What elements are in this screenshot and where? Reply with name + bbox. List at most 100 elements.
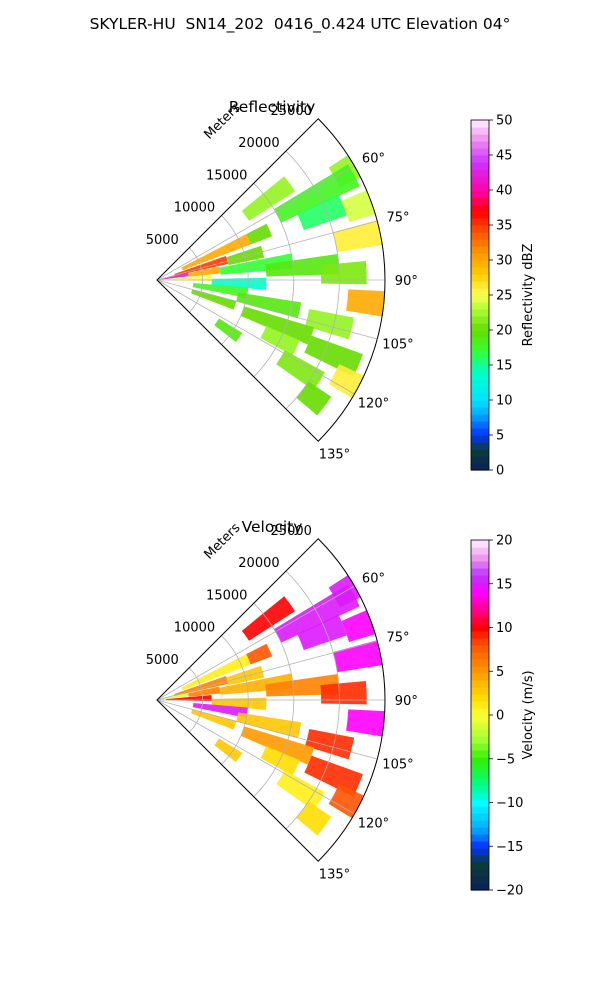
- colorbar-segment: [471, 372, 489, 380]
- colorbar-segment: [471, 197, 489, 205]
- colorbar-segment: [471, 813, 489, 821]
- range-tick-label: 10000: [174, 201, 215, 216]
- colorbar-segment: [471, 652, 489, 660]
- colorbar-segment: [471, 267, 489, 275]
- echo-cell: [346, 289, 385, 317]
- echo-cell: [320, 680, 367, 705]
- range-tick-label: 5000: [146, 653, 179, 668]
- colorbar-segment: [471, 351, 489, 359]
- echo-cell: [214, 318, 243, 343]
- colorbar-segment: [471, 792, 489, 800]
- azimuth-tick-label: 105°: [382, 337, 413, 352]
- colorbar-segment: [471, 176, 489, 184]
- colorbar-segment: [471, 575, 489, 583]
- range-tick-label: 10000: [174, 621, 215, 636]
- echo-cell: [188, 686, 221, 697]
- colorbar-segment: [471, 414, 489, 422]
- panel-title: Velocity: [242, 518, 303, 536]
- velocity-panel: 60° 75° 90° 105° 120° 135° 5000 10000 15000 20000…: [146, 518, 536, 899]
- colorbar-segment: [471, 799, 489, 807]
- colorbar-segment: [471, 638, 489, 646]
- colorbar-segment: [471, 463, 489, 471]
- colorbar-segment: [471, 568, 489, 576]
- colorbar-segment: [471, 708, 489, 716]
- colorbar-segment: [471, 743, 489, 751]
- echo-cell: [276, 770, 325, 811]
- colorbar-label: Velocity (m/s): [521, 670, 536, 759]
- colorbar-segment: [471, 365, 489, 373]
- echo-cell: [192, 283, 248, 298]
- azimuth-tick-label: 120°: [358, 397, 389, 412]
- azimuth-tick-label: 60°: [362, 571, 385, 586]
- colorbar-tick-label: 0: [496, 709, 504, 724]
- echo-cell: [241, 176, 295, 221]
- colorbar-segment: [471, 323, 489, 331]
- colorbar-segment: [471, 253, 489, 261]
- echo-cell: [333, 640, 383, 673]
- colorbar-segment: [471, 729, 489, 737]
- colorbar-tick-label: −20: [496, 884, 523, 899]
- range-tick-label: 25000: [271, 104, 312, 119]
- colorbar-segment: [471, 428, 489, 436]
- colorbar-segment: [471, 316, 489, 324]
- azimuth-tick-label: 60°: [362, 151, 385, 166]
- colorbar-segment: [471, 827, 489, 835]
- colorbar-tick-label: 15: [496, 359, 513, 374]
- echo-cell: [333, 220, 383, 253]
- colorbar-segment: [471, 190, 489, 198]
- colorbar-segment: [471, 295, 489, 303]
- colorbar-segment: [471, 722, 489, 730]
- echo-layer: [161, 155, 385, 416]
- colorbar-segment: [471, 771, 489, 779]
- echo-cell: [174, 676, 229, 696]
- echo-cell: [240, 726, 315, 765]
- echo-cell: [274, 164, 360, 223]
- colorbar-segment: [471, 120, 489, 128]
- colorbar-segment: [471, 309, 489, 317]
- colorbar-segment: [471, 855, 489, 863]
- colorbar-segment: [471, 862, 489, 870]
- range-tick-label: 15000: [206, 168, 247, 183]
- echo-cell: [236, 292, 302, 319]
- colorbar-segment: [471, 239, 489, 247]
- colorbar-segment: [471, 554, 489, 562]
- colorbar-segment: [471, 400, 489, 408]
- colorbar-segment: [471, 379, 489, 387]
- echo-cell: [304, 335, 363, 377]
- colorbar-segment: [471, 603, 489, 611]
- colorbar-segment: [471, 141, 489, 149]
- colorbar-segment: [471, 680, 489, 688]
- colorbar-segment: [471, 806, 489, 814]
- colorbar-segment: [471, 596, 489, 604]
- colorbar-segment: [471, 757, 489, 765]
- echo-cell: [161, 272, 189, 280]
- azimuth-gridline: [156, 699, 355, 815]
- echo-cell: [211, 697, 267, 710]
- colorbar-segment: [471, 841, 489, 849]
- colorbar-tick-label: 35: [496, 219, 513, 234]
- colorbar-segment: [471, 631, 489, 639]
- echo-cell: [265, 253, 340, 277]
- colorbar-segment: [471, 183, 489, 191]
- colorbar-segment: [471, 155, 489, 163]
- echo-cell: [236, 712, 302, 739]
- sector-outline: [156, 118, 386, 442]
- azimuth-gridline: [156, 279, 355, 395]
- colorbar-segment: [471, 246, 489, 254]
- range-tick-label: 20000: [238, 136, 279, 151]
- colorbar-segment: [471, 750, 489, 758]
- echo-cell: [297, 614, 347, 651]
- colorbar: 0 5 10 15 20 25 30 35 40 45 50 Reflectivity dBZ: [470, 114, 536, 479]
- colorbar-tick-label: 10: [496, 394, 513, 409]
- echo-cell: [188, 266, 221, 277]
- echo-cell: [320, 260, 367, 285]
- echo-cell: [296, 801, 332, 836]
- colorbar-tick-label: 10: [496, 621, 513, 636]
- azimuth-gridline: [156, 585, 355, 701]
- azimuth-tick-label: 120°: [358, 817, 389, 832]
- echo-cell: [274, 584, 360, 643]
- echo-cell: [305, 309, 355, 340]
- colorbar-segment: [471, 288, 489, 296]
- colorbar-segment: [471, 442, 489, 450]
- azimuth-tick-label: 135°: [319, 867, 350, 882]
